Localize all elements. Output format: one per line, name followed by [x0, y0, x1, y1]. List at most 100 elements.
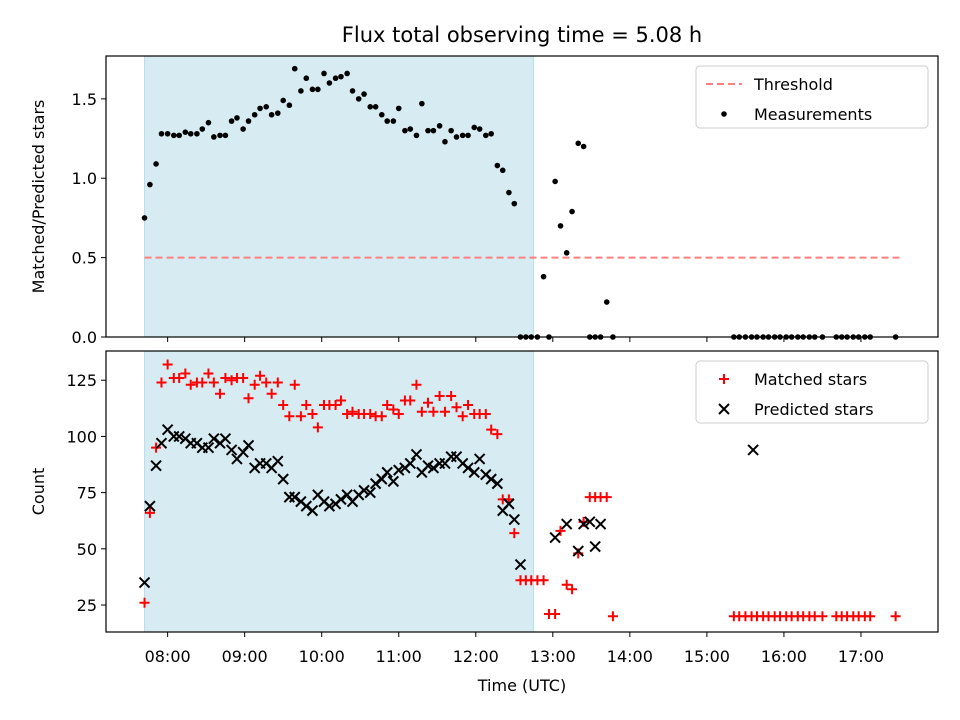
matched-star-point — [203, 368, 214, 379]
predicted-star-point — [594, 518, 607, 530]
measurement-point — [170, 132, 177, 139]
chart-title: Flux total observing time = 5.08 h — [342, 23, 702, 47]
predicted-star-point — [335, 493, 347, 506]
matched-star-point — [144, 507, 155, 518]
legend-matched-swatch — [719, 374, 729, 384]
predicted-star-point — [747, 444, 759, 456]
bottom-axes-frame — [105, 350, 939, 633]
matched-star-point — [180, 368, 191, 379]
matched-star-point — [601, 492, 612, 503]
measurement-point — [349, 88, 356, 94]
matched-star-point — [330, 399, 341, 410]
matched-star-point — [226, 375, 237, 386]
y-axis-label: Matched/Predicted stars — [29, 100, 48, 294]
matched-star-point — [890, 611, 901, 622]
matched-stars-series — [139, 359, 901, 622]
y-tick-label: 25 — [77, 596, 97, 615]
matched-star-point — [865, 611, 876, 622]
measurement-point — [153, 161, 159, 167]
matched-star-point — [208, 377, 219, 388]
measurement-point — [217, 132, 223, 139]
matched-star-point — [162, 359, 173, 370]
measurement-point — [332, 75, 339, 82]
predicted-stars-series — [138, 423, 759, 589]
matched-star-point — [185, 379, 196, 390]
measurement-point — [402, 127, 408, 134]
measurement-point — [575, 140, 582, 147]
measurement-point — [390, 118, 397, 124]
x-axis-label: Time (UTC) — [477, 676, 566, 695]
matched-star-point — [312, 422, 323, 433]
matched-star-point — [492, 429, 503, 440]
measurement-point — [240, 126, 246, 132]
matched-star-point — [365, 408, 376, 419]
predicted-star-point — [144, 500, 156, 512]
y-tick-label: 0.5 — [72, 249, 97, 268]
predicted-star-point — [387, 475, 400, 488]
predicted-star-point — [300, 500, 313, 512]
measurement-point — [482, 132, 489, 139]
matched-star-point — [555, 525, 566, 536]
measurement-point — [499, 167, 506, 174]
measurement-point — [251, 111, 258, 118]
predicted-star-point — [173, 430, 185, 443]
predicted-star-point — [208, 432, 220, 445]
measurement-point — [413, 132, 420, 139]
x-tick-label: 11:00 — [376, 647, 422, 666]
legend-box — [695, 360, 929, 424]
measurement-point — [557, 223, 564, 229]
measurement-point — [563, 250, 570, 256]
top-legend: Threshold Measurements — [695, 65, 929, 129]
y-tick-label: 125 — [66, 371, 97, 390]
predicted-star-point — [468, 466, 480, 479]
matched-star-point — [382, 399, 393, 410]
measurement-point — [321, 70, 327, 77]
matched-star-point — [446, 390, 457, 401]
predicted-star-point — [202, 441, 215, 454]
measurement-point — [361, 91, 367, 97]
measurement-point — [395, 105, 402, 112]
measurement-point — [182, 129, 189, 136]
measurement-point — [378, 111, 385, 118]
top-shaded-span — [144, 55, 535, 338]
predicted-star-point — [584, 516, 596, 528]
matched-star-point — [439, 406, 450, 417]
measurement-point — [367, 104, 374, 110]
measurement-point — [176, 132, 182, 139]
matched-star-point — [817, 611, 828, 622]
top-axes-frame — [105, 55, 939, 338]
matched-star-point — [255, 370, 266, 381]
matched-star-point — [388, 404, 399, 415]
predicted-star-point — [577, 518, 590, 530]
predicted-star-point — [364, 486, 376, 499]
y-tick-label: 75 — [77, 484, 97, 503]
measurement-point — [268, 111, 275, 118]
measurement-point — [309, 86, 316, 93]
x-tick-label: 16:00 — [761, 647, 807, 666]
legend-entry-label: Threshold — [753, 75, 833, 94]
measurement-point — [315, 86, 321, 93]
predicted-star-point — [473, 453, 486, 465]
matched-star-point — [238, 372, 249, 383]
legend-predicted-swatch — [718, 403, 730, 415]
measurement-point — [459, 132, 466, 139]
measurement-point — [164, 130, 171, 137]
matched-star-point — [335, 395, 346, 406]
bottom-legend: Matched stars Predicted stars — [695, 360, 929, 424]
matched-star-point — [174, 372, 185, 383]
measurement-point — [228, 118, 235, 124]
measurement-point — [430, 127, 437, 134]
legend-measurement-swatch — [721, 111, 727, 117]
y-tick-label: 1.0 — [72, 169, 97, 188]
matched-star-point — [434, 390, 445, 401]
measurement-point — [187, 130, 194, 137]
x-tick-label: 17:00 — [838, 647, 884, 666]
predicted-star-point — [219, 432, 232, 445]
legend-entry-label: Measurements — [754, 105, 872, 124]
predicted-star-point — [155, 437, 168, 449]
matched-star-point — [607, 611, 618, 622]
predicted-star-point — [549, 531, 561, 544]
measurement-point — [222, 132, 229, 139]
predicted-star-point — [138, 576, 151, 589]
